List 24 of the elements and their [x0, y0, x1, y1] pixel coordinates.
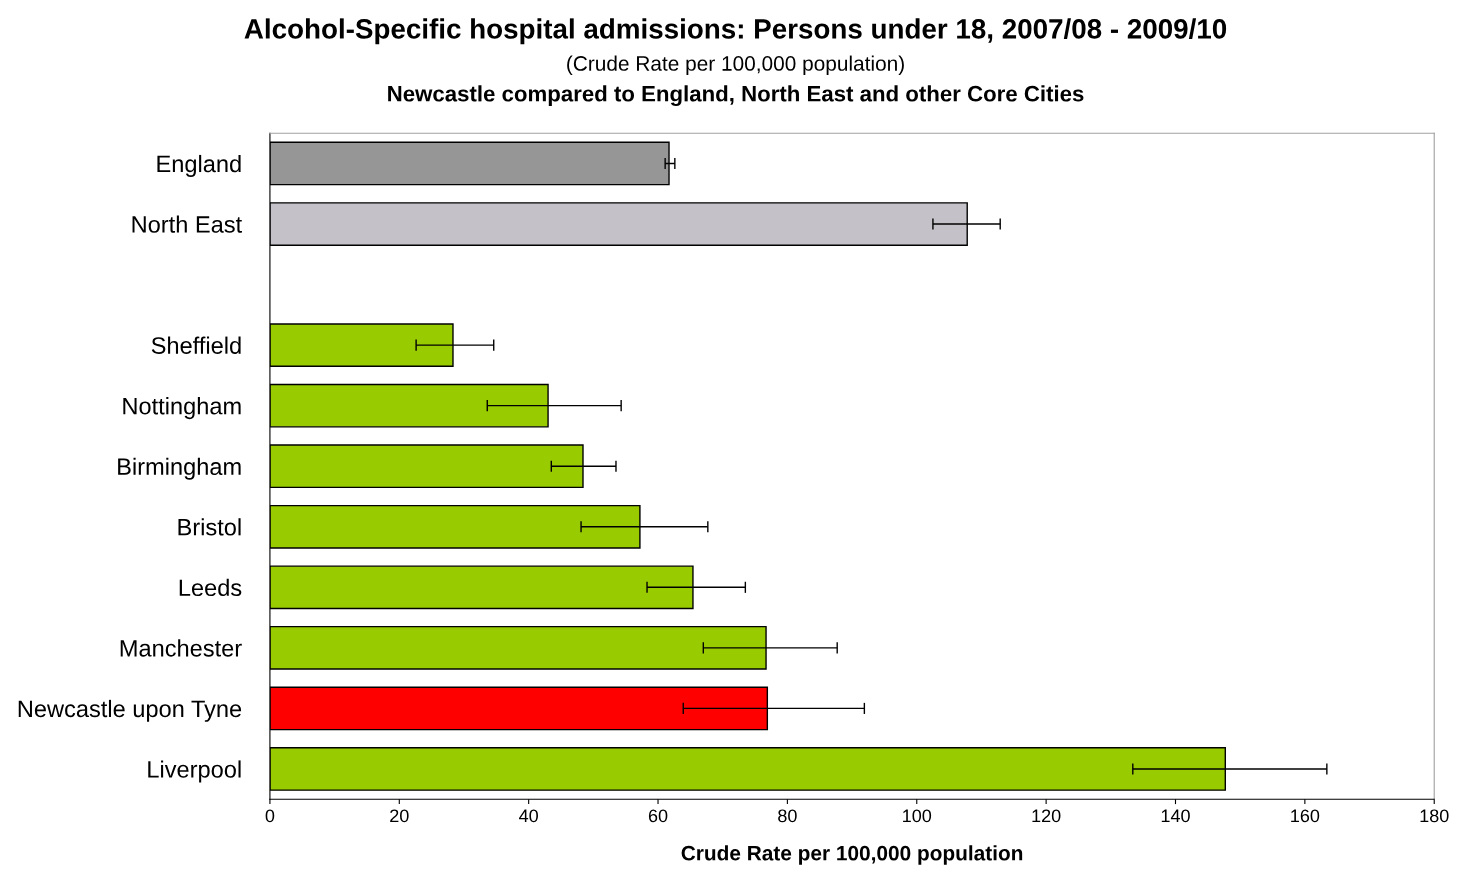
x-tick-label: 180 — [1420, 809, 1449, 823]
x-tick-label: 80 — [778, 809, 797, 823]
x-tick-label: 40 — [519, 809, 538, 823]
chart-title: Alcohol-Specific hospital admissions: Persons under 18, 2007/08 - 2009/10 — [244, 18, 1227, 45]
y-tick-label: Birmingham — [118, 457, 241, 480]
x-tick-label: 140 — [1161, 809, 1190, 823]
y-tick-label: Manchester — [120, 639, 242, 657]
y-tick-label: England — [157, 154, 241, 177]
x-tick-label: 160 — [1291, 809, 1320, 823]
chart-subtitle: (Crude Rate per 100,000 population) — [567, 55, 904, 75]
x-axis-title: Crude Rate per 100,000 population — [681, 845, 1023, 865]
text: Newcastle compared to England, North East and other Core Cities — [388, 85, 1084, 107]
y-tick-label: Nottingham — [123, 397, 241, 420]
y-tick-label: Leeds — [179, 578, 242, 597]
x-tick-label: 20 — [390, 809, 409, 823]
x-tick-label: 0 — [265, 809, 275, 823]
y-tick-label: Sheffield — [151, 336, 241, 354]
x-tick-label: 120 — [1032, 809, 1061, 823]
y-tick-label: Newcastle upon Tyne — [18, 699, 242, 722]
x-tick-label: 100 — [903, 809, 932, 823]
y-tick-label: North East — [132, 215, 242, 233]
y-tick-label: Bristol — [178, 518, 241, 536]
x-tick-label: 60 — [648, 809, 668, 823]
y-tick-label: Liverpool — [148, 760, 241, 783]
